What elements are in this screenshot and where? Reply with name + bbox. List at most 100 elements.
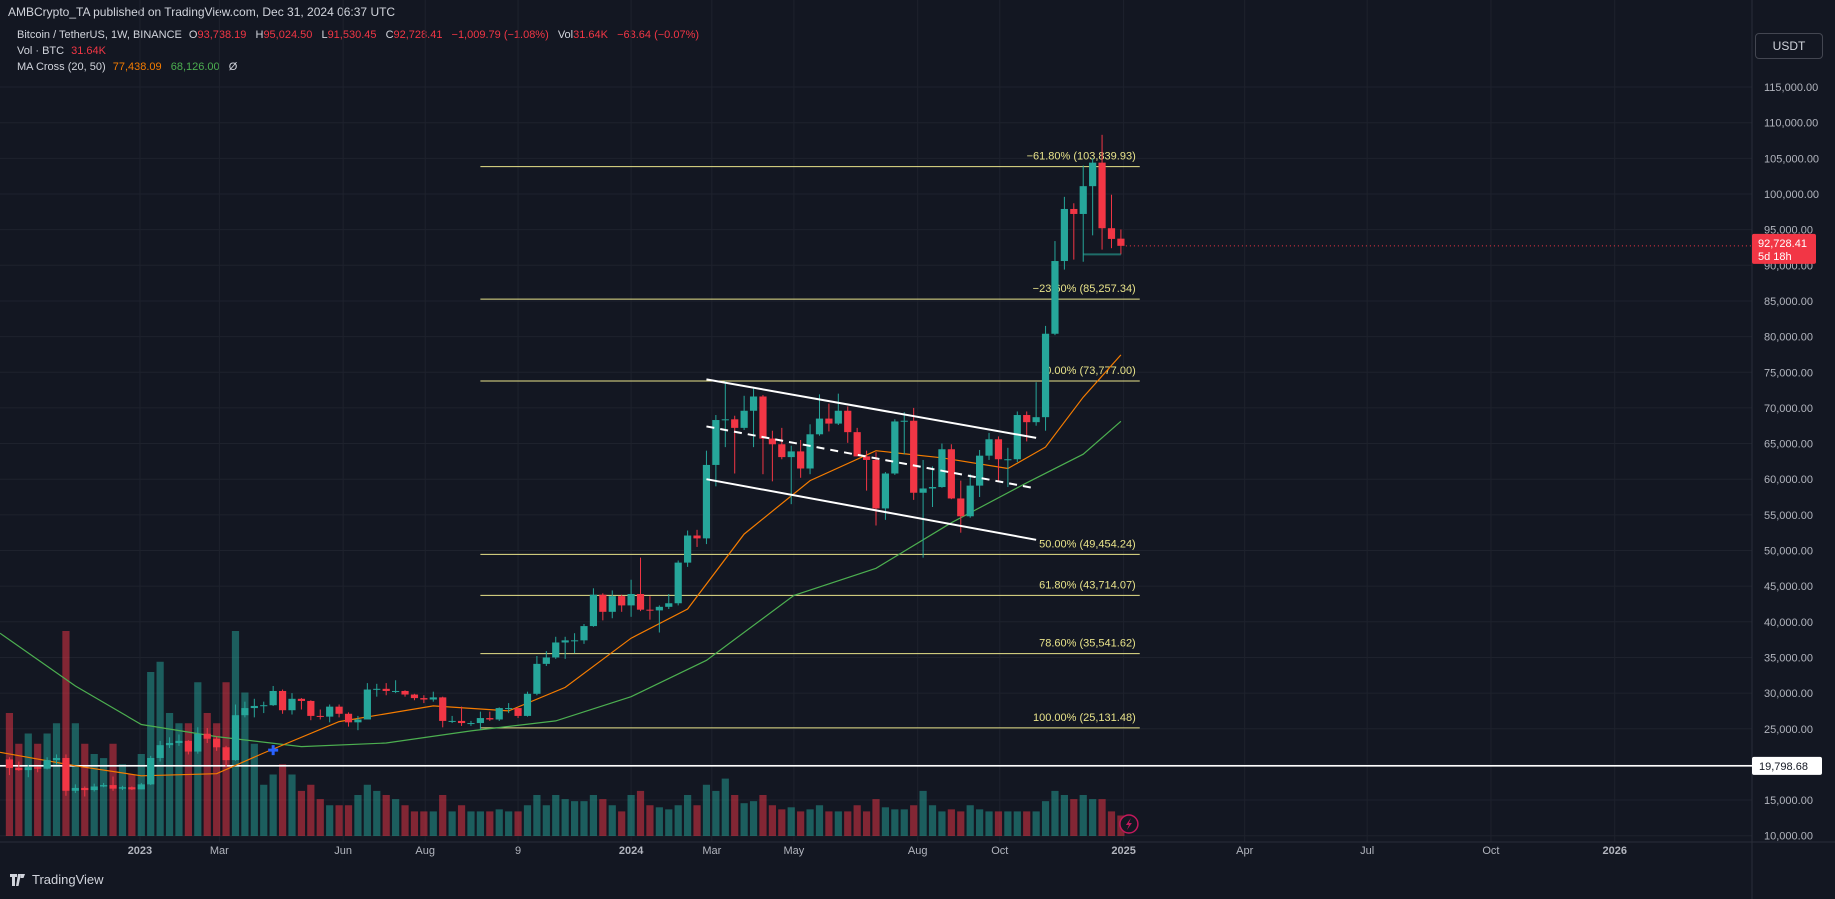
candle-body (307, 700, 315, 716)
candle-body (674, 562, 682, 604)
candle (693, 529, 701, 547)
candle (844, 406, 852, 443)
fib-level-label: 100.00% (25,131.48) (1033, 712, 1136, 724)
volume-bar (288, 774, 296, 836)
high-value: 95,024.50 (263, 29, 313, 41)
candle-body (81, 787, 89, 791)
candle (288, 693, 296, 715)
price-tick-label: 45,000.00 (1764, 581, 1813, 593)
channel-lower-line (706, 478, 1037, 541)
candle (655, 605, 663, 633)
candle-body (203, 733, 211, 739)
candle-body (778, 444, 786, 458)
support-price-tag-text: 19,798.68 (1759, 761, 1808, 773)
candle-body (665, 603, 673, 607)
volume-bar (1013, 811, 1021, 836)
volume-bar (825, 811, 833, 836)
tradingview-logo[interactable]: TradingView (10, 872, 104, 887)
volume-bar (1107, 811, 1116, 836)
candle (627, 579, 635, 617)
candle-body (693, 535, 701, 539)
candle (599, 593, 607, 621)
candle-body (806, 434, 814, 469)
candle (994, 436, 1003, 481)
candle (100, 782, 108, 788)
candle-body (1117, 238, 1125, 246)
volume-bar (655, 807, 663, 836)
candle-body (957, 498, 965, 517)
candle (335, 704, 343, 718)
time-tick-label: Jul (1360, 845, 1374, 857)
price-tick-label: 15,000.00 (1764, 795, 1813, 807)
candle-body (834, 410, 842, 424)
candle (222, 745, 230, 768)
candle (618, 594, 626, 612)
candle (71, 784, 79, 793)
volume-bar (778, 809, 786, 836)
tradingview-brand-text: TradingView (32, 872, 104, 887)
candle (231, 704, 240, 761)
time-tick-label: May (784, 845, 805, 857)
channel-upper-line (706, 378, 1037, 439)
candle (900, 412, 908, 455)
volume-bar (740, 803, 748, 836)
fib-level-label: 0.00% (73,777.00) (1045, 365, 1136, 377)
currency-unit-button[interactable]: USDT (1755, 33, 1823, 59)
time-tick-label: 2023 (128, 845, 152, 857)
high-key: H (255, 29, 264, 41)
time-axis: 2023 Mar Jun Aug 9 2024 Mar May Aug Oct 2025 Apr Jul… (128, 845, 1627, 857)
volume-bar (344, 805, 353, 836)
candle (721, 380, 729, 448)
volume-bar (938, 811, 946, 836)
candle (420, 695, 428, 704)
volume-bar (844, 811, 852, 836)
candle-body (1060, 208, 1068, 262)
candle (457, 706, 466, 726)
volume-bar (137, 754, 145, 836)
volume-bar (627, 795, 635, 836)
volume-bar (363, 784, 371, 836)
candle (608, 590, 616, 619)
candle-body (627, 593, 635, 606)
candle (109, 776, 117, 791)
candle-body (100, 785, 108, 787)
candle (740, 395, 748, 431)
candle (768, 430, 776, 482)
volume-bar (90, 754, 98, 836)
candle (1060, 196, 1068, 270)
candle (1117, 229, 1125, 255)
volume-legend-value: 31.64K (71, 45, 107, 57)
candle-body (175, 740, 183, 744)
volume-bar (806, 809, 814, 836)
candle-body (1070, 208, 1078, 214)
candle (1032, 382, 1040, 426)
candle (90, 783, 98, 792)
candle-body (862, 456, 871, 460)
candle-body (231, 715, 240, 761)
price-tick-label: 50,000.00 (1764, 546, 1813, 558)
candle (872, 452, 880, 526)
candle-body (194, 733, 202, 752)
price-tick-label: 55,000.00 (1764, 510, 1813, 522)
volume-bar (269, 774, 277, 836)
candle (5, 757, 14, 776)
candle-body (448, 720, 456, 722)
volume-bar (147, 672, 155, 836)
fib-level-label: −61.80% (103,839.93) (1027, 151, 1136, 163)
candle-body (297, 698, 306, 701)
candle (731, 415, 739, 474)
volume-bar (467, 811, 475, 836)
volume-bar (439, 795, 447, 836)
volume-bar (608, 805, 616, 836)
candle (1079, 165, 1087, 262)
candle (344, 712, 353, 727)
volume-bar (307, 784, 315, 836)
volume-bar (401, 805, 409, 836)
events-lightning-icon[interactable] (1119, 814, 1139, 834)
volume-bar (787, 807, 795, 836)
volume-bar (759, 795, 767, 836)
price-tick-label: 105,000.00 (1764, 153, 1819, 165)
candle-body (1041, 333, 1050, 418)
volume-bar (260, 784, 268, 836)
